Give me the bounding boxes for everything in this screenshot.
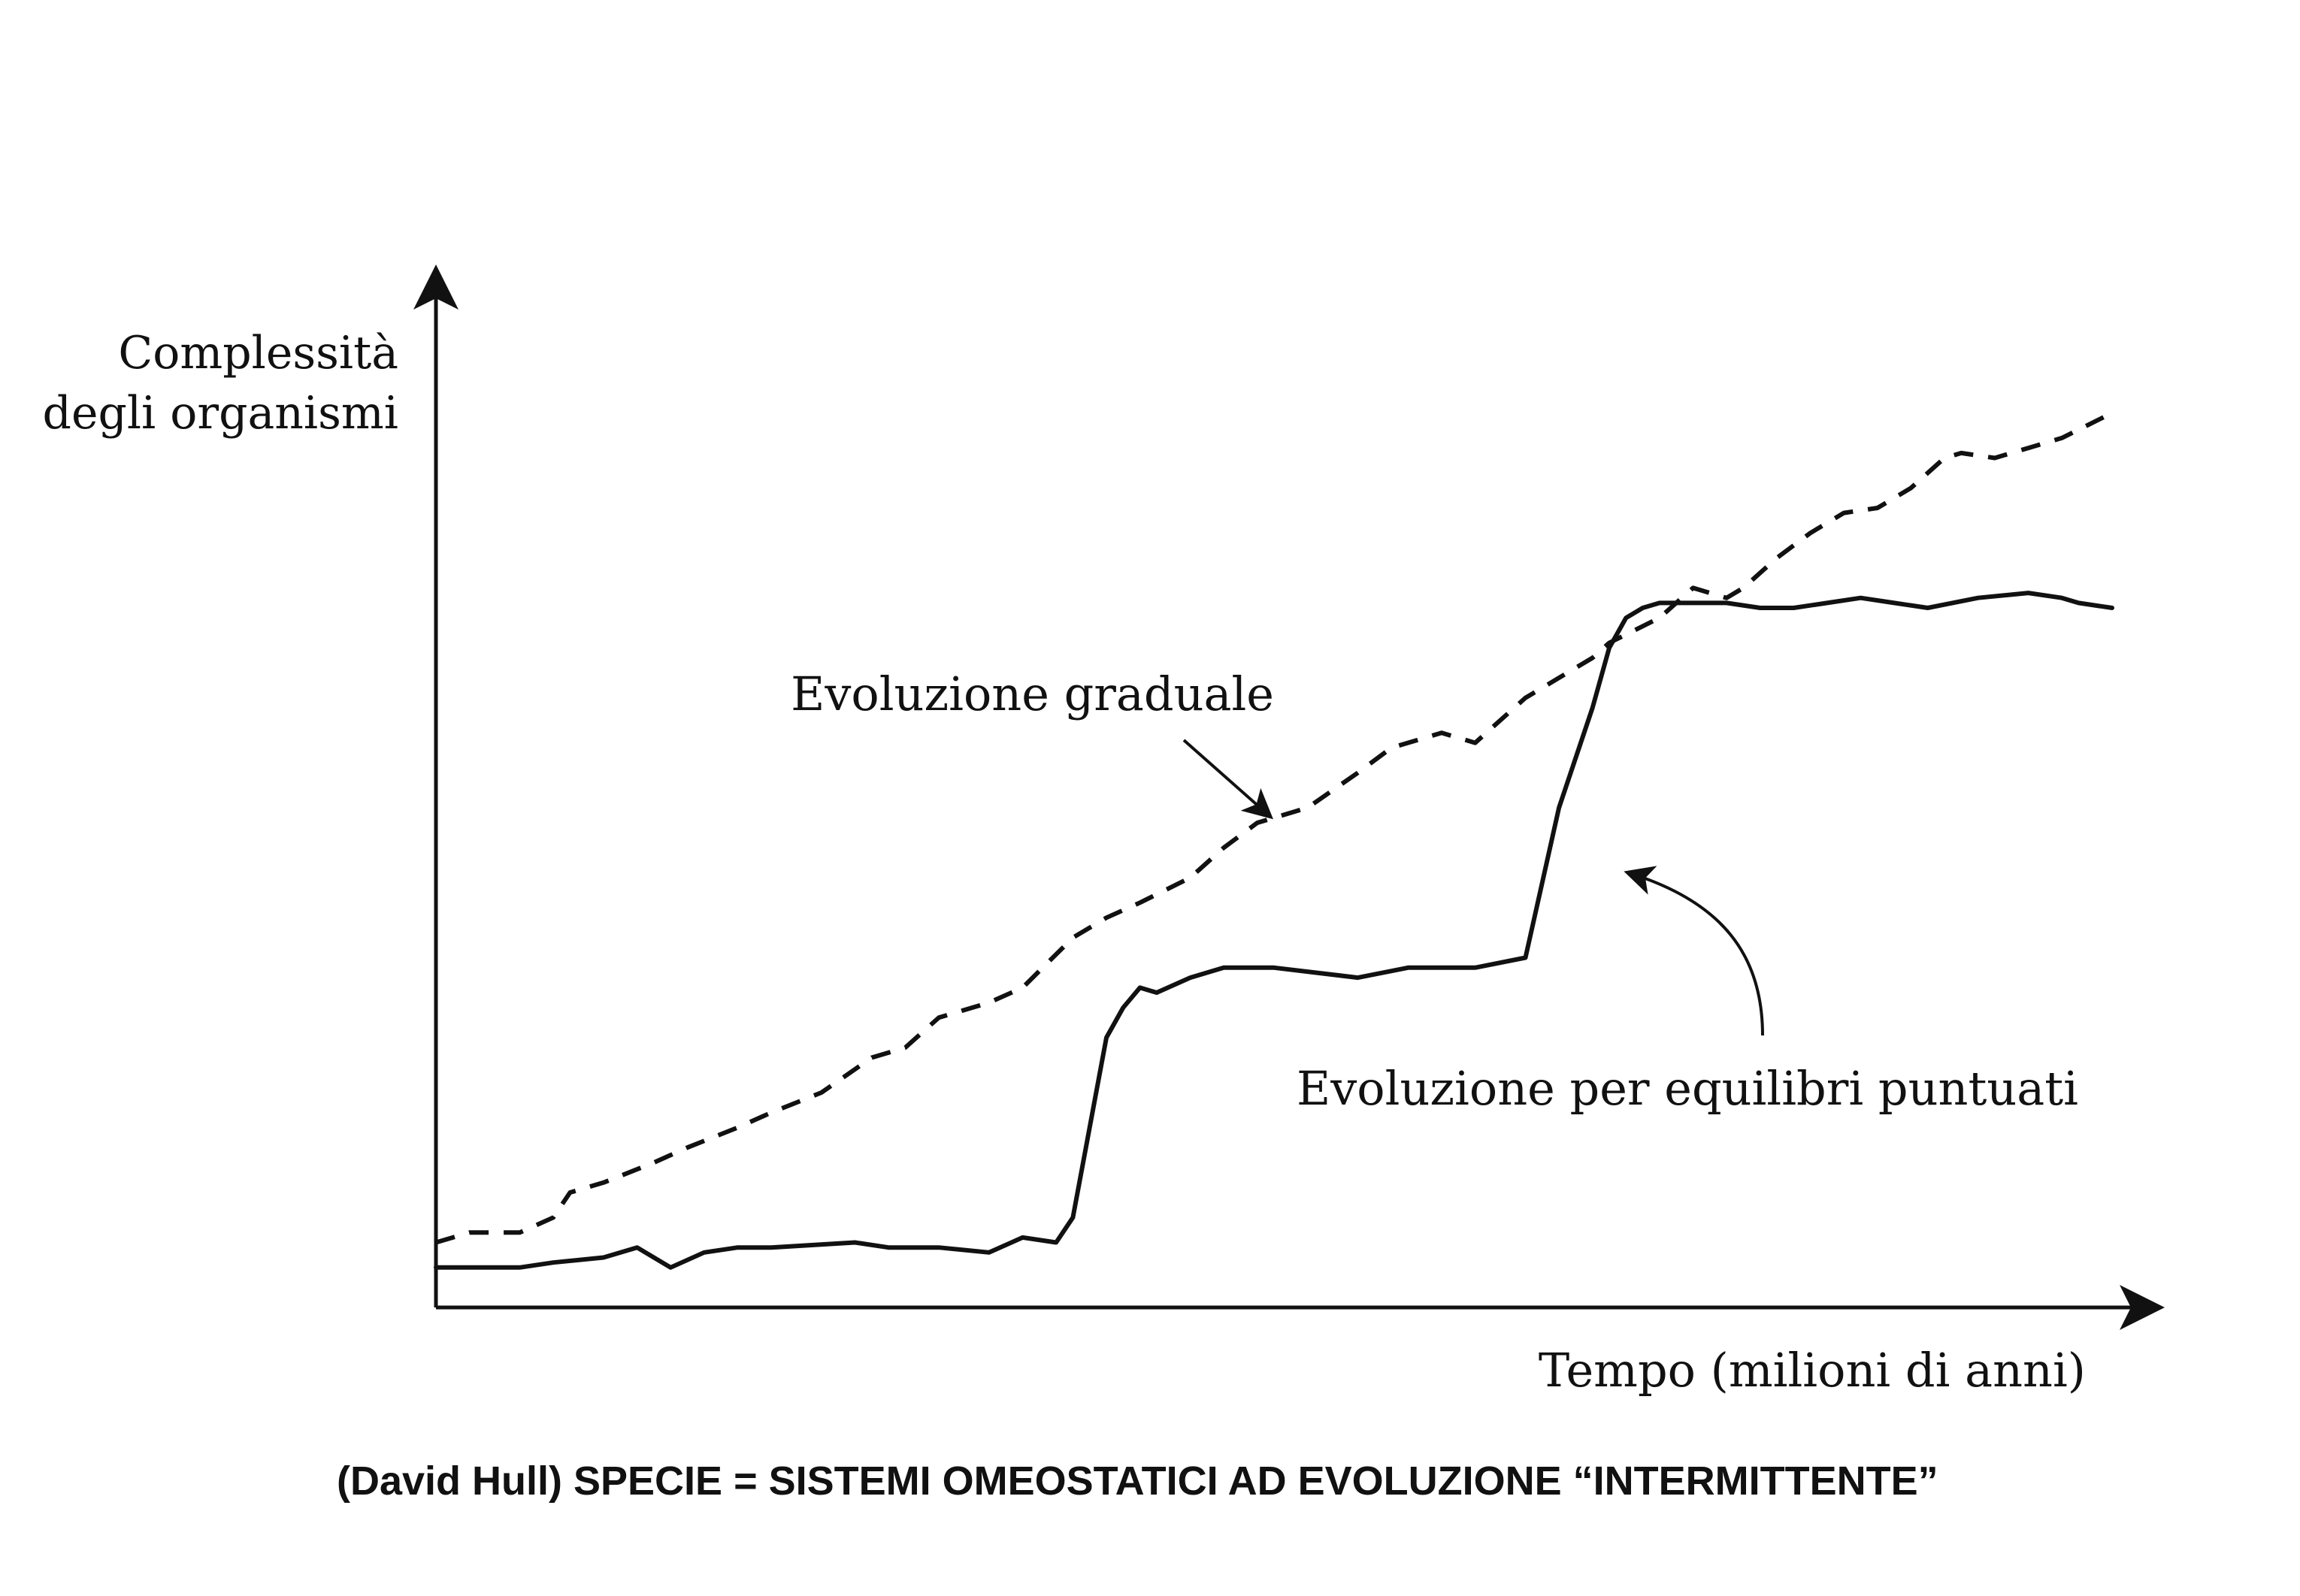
y-axis-label-line1: Complessità bbox=[118, 327, 398, 379]
series-line-gradual bbox=[435, 410, 2114, 1245]
annotation-gradual-arrow bbox=[1182, 739, 1273, 820]
x-axis-label: Tempo (milioni di anni) bbox=[1539, 1343, 2086, 1398]
annotation-punctuated-label: Evoluzione per equilibri puntuati bbox=[1297, 1061, 2078, 1116]
series-line-punctuated bbox=[434, 591, 2114, 1270]
annotation-gradual-label: Evoluzione graduale bbox=[791, 667, 1274, 721]
y-axis-label-line2: degli organismi bbox=[43, 387, 398, 440]
annotation-punctuated-arrow bbox=[1624, 866, 1764, 1036]
figure-caption: (David Hull) SPECIE = SISTEMI OMEOSTATIC… bbox=[337, 1458, 1938, 1504]
